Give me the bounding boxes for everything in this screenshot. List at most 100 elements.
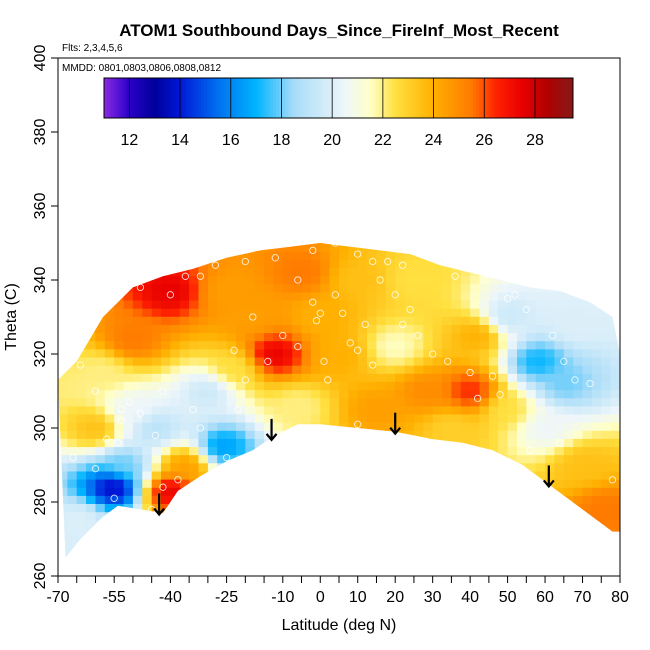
y-tick-label: 360	[32, 193, 49, 220]
sample-point	[241, 257, 249, 266]
sample-point	[69, 453, 77, 462]
chart-title: ATOM1 Southbound Days_Since_FireInf_Most…	[119, 21, 559, 40]
sample-point	[91, 387, 100, 395]
dates-note: MMDD: 0801,0803,0806,0808,0812	[62, 63, 221, 74]
y-axis: 260 280 300 320 340 360 380 400	[32, 45, 58, 590]
y-axis-label: Theta (C)	[3, 283, 20, 351]
sample-point	[222, 453, 231, 462]
sample-point	[511, 291, 519, 299]
x-tick-label: -70	[46, 589, 69, 606]
x-tick-label: -55	[103, 589, 126, 606]
sample-point	[414, 331, 422, 340]
sample-point	[339, 309, 347, 317]
sample-point	[444, 357, 452, 366]
sample-point	[361, 320, 369, 329]
sample-point	[496, 391, 504, 399]
sample-point	[481, 276, 489, 284]
colorbar-tick-label: 24	[425, 132, 443, 149]
sample-point	[324, 376, 332, 384]
x-tick-label: 50	[499, 589, 517, 606]
sample-point	[249, 313, 257, 321]
x-tick-label: 70	[574, 589, 592, 606]
colorbar-tick-label: 26	[475, 132, 493, 149]
sample-point	[279, 331, 287, 340]
sample-point	[234, 405, 242, 414]
x-tick-label: -10	[271, 589, 294, 606]
colorbar: 12 14 16 18 20 22 24 26 28	[103, 77, 574, 149]
arrow-marker	[542, 465, 555, 489]
colorbar-tick-label: 22	[374, 132, 392, 149]
sample-point	[320, 357, 328, 366]
sample-point	[118, 416, 126, 425]
sample-point	[451, 272, 459, 280]
sample-point	[354, 250, 362, 258]
y-tick-label: 320	[32, 341, 49, 368]
sample-point	[608, 476, 617, 484]
sample-point	[473, 394, 482, 403]
flights-note: Flts: 2,3,4,5,6	[62, 43, 123, 54]
sample-point	[488, 372, 497, 380]
sample-point	[316, 309, 324, 317]
colorbar-tick-label: 28	[526, 132, 544, 149]
x-tick-label: 30	[424, 589, 442, 606]
y-tick-label: 340	[32, 267, 49, 294]
sample-point	[110, 494, 118, 502]
sample-point	[294, 276, 302, 284]
y-tick-label: 400	[32, 45, 49, 72]
arrow-marker	[265, 418, 278, 442]
x-tick-label: -25	[215, 589, 238, 606]
sample-points	[69, 239, 617, 514]
sample-point	[159, 483, 167, 491]
sample-point	[548, 331, 557, 340]
sample-point	[174, 476, 182, 484]
sample-point	[369, 257, 377, 266]
x-tick-label: 0	[316, 589, 325, 606]
y-tick-label: 380	[32, 119, 49, 146]
sample-point	[159, 387, 167, 395]
sample-point	[103, 435, 111, 443]
arrow-marker	[153, 493, 166, 517]
sample-point	[429, 350, 437, 358]
sample-point	[230, 346, 238, 354]
sample-point	[181, 272, 190, 280]
sample-point	[331, 291, 339, 299]
sample-point	[354, 346, 362, 354]
sample-point	[211, 261, 220, 269]
sample-point	[166, 291, 175, 299]
colorbar-tick-label: 18	[273, 132, 291, 149]
y-tick-label: 260	[32, 563, 49, 590]
sample-point	[196, 272, 205, 280]
x-tick-label: 60	[536, 589, 554, 606]
sample-point	[399, 261, 407, 269]
sample-point	[331, 239, 339, 247]
x-tick-label: 80	[611, 589, 629, 606]
colorbar-tick-label: 12	[120, 132, 138, 149]
sample-point	[406, 305, 414, 314]
sample-point	[91, 465, 100, 473]
sample-point	[586, 379, 594, 388]
sample-point	[118, 405, 126, 414]
sample-point	[76, 361, 85, 369]
sample-point	[466, 368, 474, 377]
sample-point	[196, 424, 205, 432]
sample-point	[294, 342, 302, 351]
sample-point	[316, 428, 324, 436]
sample-point	[503, 294, 512, 303]
x-tick-label: 40	[461, 589, 479, 606]
sample-point	[136, 283, 145, 292]
sample-point	[399, 320, 407, 329]
sample-point	[346, 339, 354, 347]
x-axis: -70 -55 -40 -25 -10 0 10 20 30 40 50 60 70 80	[46, 576, 629, 606]
arrow-marker	[389, 412, 402, 436]
sample-point	[376, 276, 384, 284]
sample-point	[125, 398, 133, 406]
sample-point	[309, 298, 317, 306]
sample-point	[458, 453, 467, 462]
colorbar-tick-label: 16	[222, 132, 240, 149]
sample-point	[114, 439, 122, 447]
sample-point	[571, 376, 579, 384]
sample-point	[560, 357, 568, 366]
x-axis-label: Latitude (deg N)	[282, 617, 397, 634]
sample-point	[556, 439, 564, 447]
sample-point	[354, 420, 362, 428]
